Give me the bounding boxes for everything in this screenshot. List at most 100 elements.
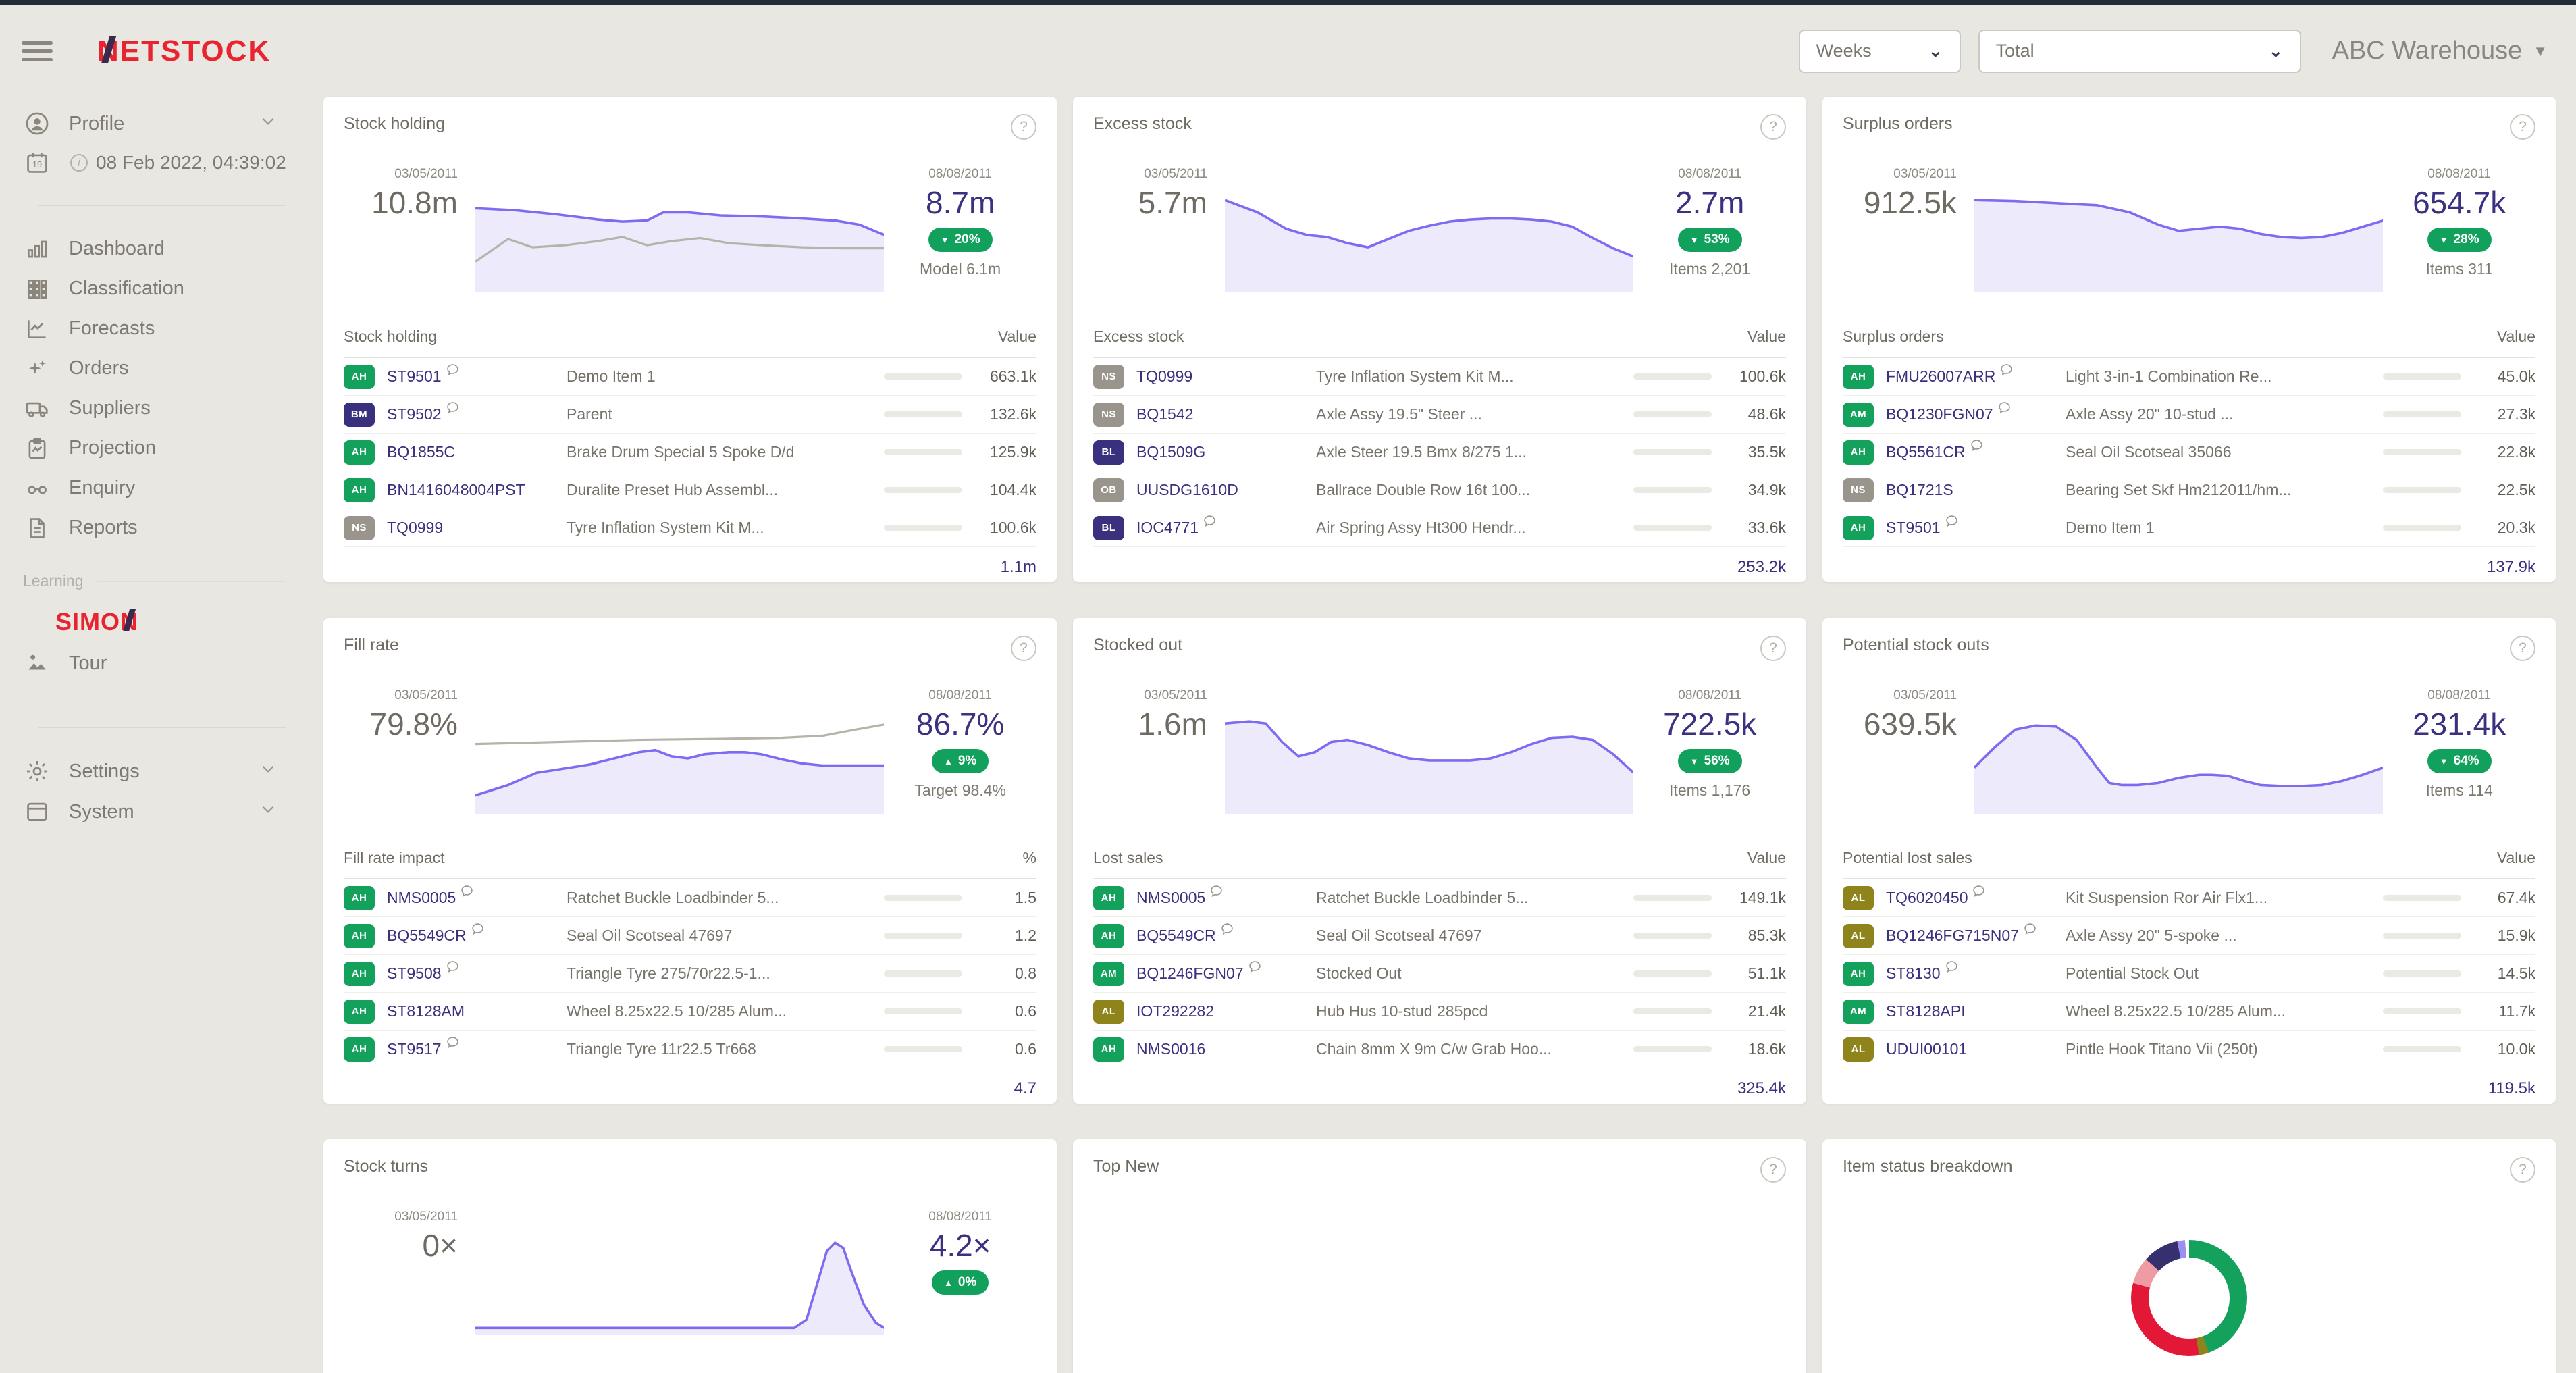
item-code-link[interactable]: BQ5549CR <box>1136 923 1316 945</box>
table-row[interactable]: AM BQ1230FGN07 Axle Assy 20" 10-stud ...… <box>1843 396 2535 434</box>
item-code-link[interactable]: BQ1246FGN07 <box>1136 961 1316 983</box>
table-row[interactable]: AH BQ5561CR Seal Oil Scotseal 35066 22.8… <box>1843 434 2535 471</box>
item-code-link[interactable]: TQ0999 <box>387 519 444 536</box>
item-code-link[interactable]: ST9501 <box>1886 515 2066 537</box>
item-code-link[interactable]: BQ1542 <box>1136 405 1194 423</box>
item-code-link[interactable]: ST8128API <box>1886 1002 1966 1020</box>
sidebar-item-suppliers[interactable]: Suppliers <box>23 388 311 428</box>
comment-bubble-icon[interactable] <box>446 1035 460 1054</box>
item-code-link[interactable]: BQ1855C <box>387 443 456 461</box>
help-icon[interactable]: ? <box>1760 1157 1786 1183</box>
table-row[interactable]: AH ST9501 Demo Item 1 663.1k <box>344 358 1036 396</box>
item-code-link[interactable]: TQ6020450 <box>1886 885 2066 907</box>
table-row[interactable]: AH ST8130 Potential Stock Out 14.5k <box>1843 955 2535 993</box>
simon-logo[interactable]: SIMON <box>55 608 139 636</box>
item-code-link[interactable]: BQ5561CR <box>1886 440 2066 461</box>
item-code-link[interactable]: BQ1230FGN07 <box>1886 402 2066 423</box>
item-code-link[interactable]: BQ1246FG715N07 <box>1886 923 2066 945</box>
table-row[interactable]: AH BQ1855C Brake Drum Special 5 Spoke D/… <box>344 434 1036 471</box>
table-row[interactable]: AL UDUI00101 Pintle Hook Titano Vii (250… <box>1843 1031 2535 1068</box>
comment-bubble-icon[interactable] <box>471 922 485 940</box>
sidebar-item-tour[interactable]: Tour <box>23 643 311 683</box>
comment-bubble-icon[interactable] <box>1972 884 1986 902</box>
item-code-link[interactable]: BN1416048004PST <box>387 481 525 498</box>
table-row[interactable]: BL IOC4771 Air Spring Assy Ht300 Hendr..… <box>1093 509 1786 547</box>
table-row[interactable]: NS BQ1721S Bearing Set Skf Hm212011/hm..… <box>1843 471 2535 509</box>
comment-bubble-icon[interactable] <box>446 960 460 978</box>
comment-bubble-icon[interactable] <box>1997 400 2012 419</box>
help-icon[interactable]: ? <box>1011 636 1036 661</box>
item-code-link[interactable]: BQ1509G <box>1136 443 1206 461</box>
comment-bubble-icon[interactable] <box>1220 922 1234 940</box>
table-row[interactable]: AH BN1416048004PST Duralite Preset Hub A… <box>344 471 1036 509</box>
item-code-link[interactable]: NMS0016 <box>1136 1040 1206 1058</box>
comment-bubble-icon[interactable] <box>446 363 460 381</box>
warehouse-dropdown[interactable]: ABC Warehouse ▼ <box>2332 36 2548 66</box>
item-code-link[interactable]: ST8130 <box>1886 961 2066 983</box>
table-row[interactable]: AH ST9517 Triangle Tyre 11r22.5 Tr668 0.… <box>344 1031 1036 1068</box>
table-row[interactable]: NS TQ0999 Tyre Inflation System Kit M...… <box>1093 358 1786 396</box>
info-icon[interactable]: i <box>70 154 88 172</box>
table-row[interactable]: AH ST8128AM Wheel 8.25x22.5 10/285 Alum.… <box>344 993 1036 1031</box>
table-row[interactable]: BM ST9502 Parent 132.6k <box>344 396 1036 434</box>
help-icon[interactable]: ? <box>1760 114 1786 140</box>
help-icon[interactable]: ? <box>1011 114 1036 140</box>
table-row[interactable]: AH NMS0016 Chain 8mm X 9m C/w Grab Hoo..… <box>1093 1031 1786 1068</box>
sidebar-item-enquiry[interactable]: Enquiry <box>23 468 311 508</box>
sidebar-item-forecasts[interactable]: Forecasts <box>23 309 311 348</box>
period-select[interactable]: Weeks ⌄ <box>1798 29 1961 73</box>
table-row[interactable]: BL BQ1509G Axle Steer 19.5 Bmx 8/275 1..… <box>1093 434 1786 471</box>
table-row[interactable]: AL BQ1246FG715N07 Axle Assy 20" 5-spoke … <box>1843 917 2535 955</box>
filter-select[interactable]: Total ⌄ <box>1978 29 2301 73</box>
item-code-link[interactable]: NMS0005 <box>387 885 567 907</box>
help-icon[interactable]: ? <box>2510 636 2535 661</box>
comment-bubble-icon[interactable] <box>1970 438 1984 457</box>
table-row[interactable]: AH ST9501 Demo Item 1 20.3k <box>1843 509 2535 547</box>
hamburger-menu-icon[interactable] <box>22 41 53 61</box>
item-code-link[interactable]: ST9501 <box>387 364 567 386</box>
item-code-link[interactable]: UUSDG1610D <box>1136 481 1238 498</box>
item-code-link[interactable]: ST9508 <box>387 961 567 983</box>
item-code-link[interactable]: ST9502 <box>387 402 567 423</box>
table-row[interactable]: NS TQ0999 Tyre Inflation System Kit M...… <box>344 509 1036 547</box>
table-row[interactable]: AM ST8128API Wheel 8.25x22.5 10/285 Alum… <box>1843 993 2535 1031</box>
item-code-link[interactable]: UDUI00101 <box>1886 1040 1968 1058</box>
sidebar-item-profile[interactable]: Profile <box>23 103 311 144</box>
comment-bubble-icon[interactable] <box>2023 922 2037 940</box>
sidebar-item-reports[interactable]: Reports <box>23 508 311 548</box>
comment-bubble-icon[interactable] <box>1248 960 1262 978</box>
comment-bubble-icon[interactable] <box>446 400 460 419</box>
sidebar-item-orders[interactable]: Orders <box>23 348 311 388</box>
sidebar-item-classification[interactable]: Classification <box>23 269 311 309</box>
sidebar-item-dashboard[interactable]: Dashboard <box>23 229 311 269</box>
sidebar-item-projection[interactable]: Projection <box>23 428 311 468</box>
comment-bubble-icon[interactable] <box>460 884 474 902</box>
sidebar-item-settings[interactable]: Settings <box>23 751 311 792</box>
table-row[interactable]: AH NMS0005 Ratchet Buckle Loadbinder 5..… <box>1093 879 1786 917</box>
item-code-link[interactable]: ST8128AM <box>387 1002 465 1020</box>
sidebar-item-system[interactable]: System <box>23 792 311 832</box>
item-code-link[interactable]: BQ1721S <box>1886 481 1953 498</box>
table-row[interactable]: AL IOT292282 Hub Hus 10-stud 285pcd 21.4… <box>1093 993 1786 1031</box>
item-code-link[interactable]: ST9517 <box>387 1037 567 1058</box>
table-row[interactable]: OB UUSDG1610D Ballrace Double Row 16t 10… <box>1093 471 1786 509</box>
table-row[interactable]: AH ST9508 Triangle Tyre 275/70r22.5-1...… <box>344 955 1036 993</box>
comment-bubble-icon[interactable] <box>1945 514 1959 532</box>
help-icon[interactable]: ? <box>1760 636 1786 661</box>
table-row[interactable]: AH BQ5549CR Seal Oil Scotseal 47697 1.2 <box>344 917 1036 955</box>
table-row[interactable]: AH BQ5549CR Seal Oil Scotseal 47697 85.3… <box>1093 917 1786 955</box>
table-row[interactable]: NS BQ1542 Axle Assy 19.5" Steer ... 48.6… <box>1093 396 1786 434</box>
comment-bubble-icon[interactable] <box>1209 884 1224 902</box>
item-code-link[interactable]: BQ5549CR <box>387 923 567 945</box>
table-row[interactable]: AL TQ6020450 Kit Suspension Ror Air Flx1… <box>1843 879 2535 917</box>
item-code-link[interactable]: TQ0999 <box>1136 367 1193 385</box>
item-code-link[interactable]: IOT292282 <box>1136 1002 1215 1020</box>
table-row[interactable]: AM BQ1246FGN07 Stocked Out 51.1k <box>1093 955 1786 993</box>
item-code-link[interactable]: IOC4771 <box>1136 515 1316 537</box>
table-row[interactable]: AH NMS0005 Ratchet Buckle Loadbinder 5..… <box>344 879 1036 917</box>
table-row[interactable]: AH FMU26007ARR Light 3-in-1 Combination … <box>1843 358 2535 396</box>
item-code-link[interactable]: NMS0005 <box>1136 885 1316 907</box>
help-icon[interactable]: ? <box>2510 114 2535 140</box>
comment-bubble-icon[interactable] <box>1203 514 1217 532</box>
comment-bubble-icon[interactable] <box>1999 363 2014 381</box>
